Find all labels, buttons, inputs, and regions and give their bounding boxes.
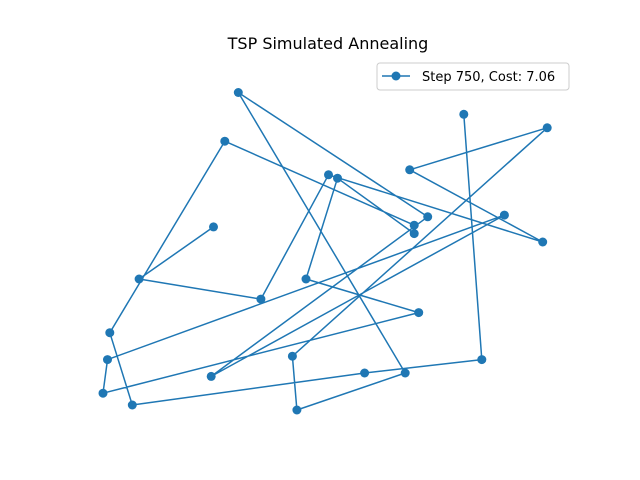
city-point [414, 308, 424, 318]
chart-title: TSP Simulated Annealing [227, 34, 429, 53]
city-point [220, 136, 230, 146]
city-point [405, 165, 415, 175]
city-point [459, 109, 469, 119]
city-point [134, 274, 144, 284]
legend-marker-swatch [391, 71, 401, 81]
city-point [360, 368, 370, 378]
legend-frame [376, 62, 570, 91]
city-point [209, 222, 218, 232]
city-point [400, 368, 410, 378]
city-point [499, 210, 509, 220]
city-point [538, 237, 548, 247]
city-point [233, 88, 243, 97]
city-point [103, 355, 112, 365]
city-point [409, 220, 419, 230]
city-point [542, 123, 552, 133]
city-point [256, 294, 266, 304]
city-point [206, 371, 216, 381]
city-point [423, 212, 433, 222]
city-point [477, 355, 487, 365]
legend-entry-label: Step 750, Cost: 7.06 [422, 70, 555, 85]
city-point [301, 274, 311, 284]
legend: Step 750, Cost: 7.06 [376, 62, 570, 91]
city-point [324, 170, 333, 180]
city-point [98, 388, 108, 398]
city-point [105, 328, 115, 338]
city-point [409, 229, 419, 239]
city-point [333, 173, 342, 183]
city-point [127, 400, 137, 410]
city-point [292, 405, 302, 415]
city-point [287, 351, 297, 361]
plot-area [98, 88, 552, 415]
